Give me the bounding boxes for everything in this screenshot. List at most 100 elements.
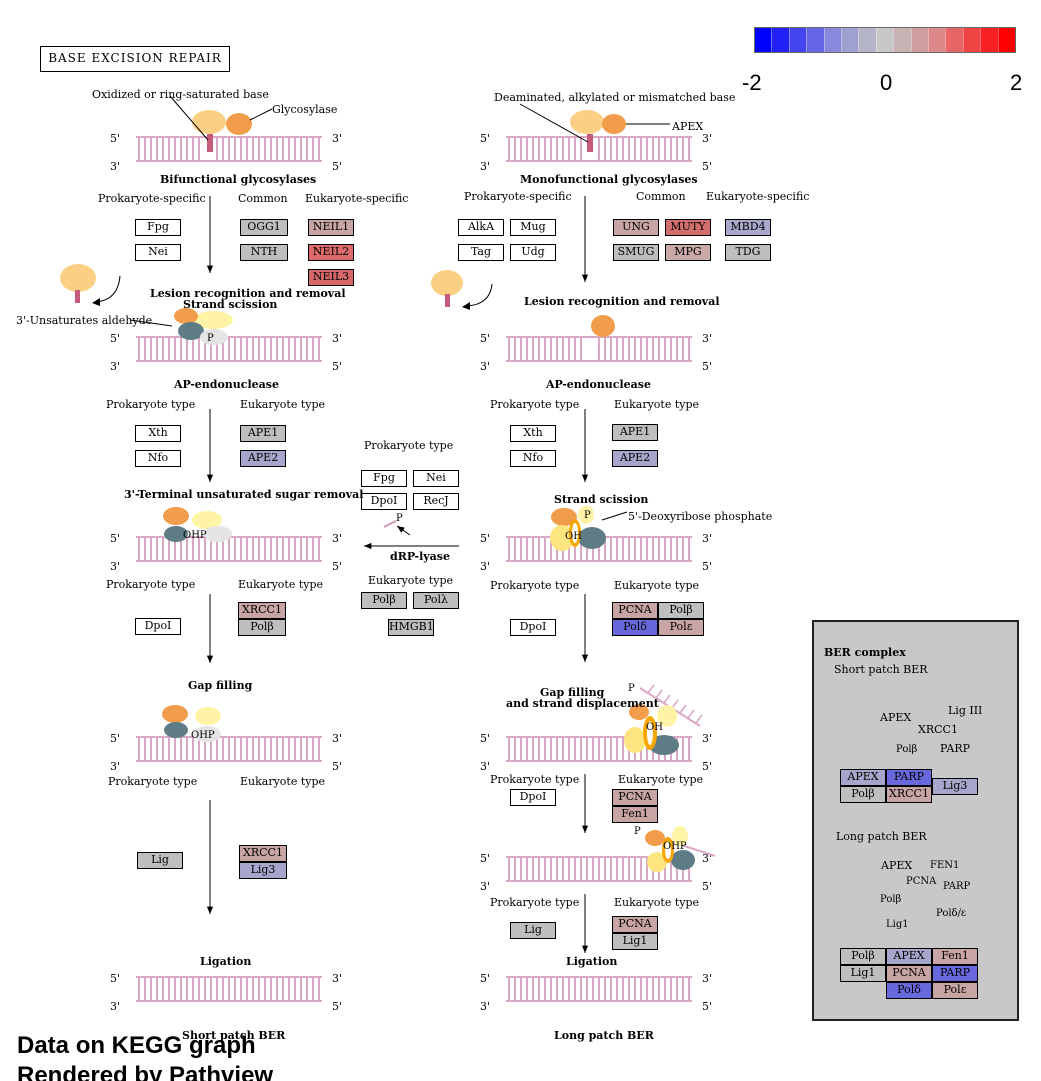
released-base-stem xyxy=(445,294,450,307)
gene-box-lig1-right[interactable]: Lig1 xyxy=(612,933,658,950)
dna-end-label: 5' xyxy=(110,732,120,745)
gene-box-lig-left[interactable]: Lig xyxy=(137,852,183,869)
gene-box-fpg-mid[interactable]: Fpg xyxy=(361,470,407,487)
ber-gene-cell[interactable]: PCNA xyxy=(886,965,932,982)
gene-box-lig3-left[interactable]: Lig3 xyxy=(239,862,287,879)
gene-box-mbd4[interactable]: MBD4 xyxy=(725,219,771,236)
flow-arrow-head xyxy=(206,655,214,663)
gene-box-fpg[interactable]: Fpg xyxy=(135,219,181,236)
gene-box-mpg[interactable]: MPG xyxy=(665,244,711,261)
ber-gene-cell[interactable]: APEX xyxy=(886,948,932,965)
ber-gene-cell[interactable]: Polε xyxy=(932,982,978,999)
ber-gene-cell[interactable]: Polδ xyxy=(886,982,932,999)
gene-box-neil2[interactable]: NEIL2 xyxy=(308,244,354,261)
gene-box-nei-mid[interactable]: Nei xyxy=(413,470,459,487)
dna-end-label: 5' xyxy=(702,560,712,573)
legend-swatch xyxy=(755,28,772,52)
gene-box-dpoi-mid[interactable]: DpoI xyxy=(361,493,407,510)
dna-end-label: 5' xyxy=(332,360,342,373)
gene-box-pcna-right[interactable]: PCNA xyxy=(612,602,658,619)
gene-box-xth-right[interactable]: Xth xyxy=(510,425,556,442)
ber-gene-cell[interactable]: Lig1 xyxy=(840,965,886,982)
enzyme-glyph xyxy=(671,850,695,870)
gene-box-alka[interactable]: AlkA xyxy=(458,219,504,236)
gene-box-polb-mid[interactable]: Polβ xyxy=(361,592,407,609)
gene-box-dpoi-right-2[interactable]: DpoI xyxy=(510,789,556,806)
gene-box-polb-right[interactable]: Polβ xyxy=(658,602,704,619)
gene-box-pole-right[interactable]: Polε xyxy=(658,619,704,636)
heading-gap-filling: Gap filling xyxy=(188,679,253,692)
heading-ligation-right: Ligation xyxy=(566,955,618,968)
gene-box-hmgb1-mid[interactable]: HMGB1 xyxy=(388,619,434,636)
gene-box-tdg[interactable]: TDG xyxy=(725,244,771,261)
heading-strand-scission-left: Strand scission xyxy=(183,298,278,311)
gene-box-xrcc1-left-2[interactable]: XRCC1 xyxy=(239,845,287,862)
ber-gene-cell[interactable]: XRCC1 xyxy=(886,786,932,803)
gene-box-ape2-right[interactable]: APE2 xyxy=(612,450,658,467)
gene-box-poll-mid[interactable]: Polλ xyxy=(413,592,459,609)
dna-end-label: 5' xyxy=(332,1000,342,1013)
dna-end-label: 5' xyxy=(110,972,120,985)
gene-box-polb-left[interactable]: Polβ xyxy=(238,619,286,636)
lesion-marker xyxy=(587,134,593,152)
gene-box-dpoi-left[interactable]: DpoI xyxy=(135,618,181,635)
gene-box-ape1-left[interactable]: APE1 xyxy=(240,425,286,442)
pcna-ring-hole xyxy=(665,841,671,859)
ber-gene-cell[interactable]: Fen1 xyxy=(932,948,978,965)
gene-box-lig-right[interactable]: Lig xyxy=(510,922,556,939)
enzyme-glyph xyxy=(174,308,198,324)
ber-short-patch-label: Short patch BER xyxy=(834,663,928,676)
gene-box-nfo-right[interactable]: Nfo xyxy=(510,450,556,467)
gene-box-recj-mid[interactable]: RecJ xyxy=(413,493,459,510)
displaced-strand-base xyxy=(655,689,663,699)
ber-gene-cell[interactable]: PARP xyxy=(932,965,978,982)
gene-box-tag[interactable]: Tag xyxy=(458,244,504,261)
ber-gene-cell[interactable]: APEX xyxy=(840,769,886,786)
label-prokaryote-type-4: Prokaryote type xyxy=(490,579,580,592)
enzyme-glyph xyxy=(164,722,188,738)
gene-box-ogg1[interactable]: OGG1 xyxy=(240,219,288,236)
gene-box-pcna-right-3[interactable]: PCNA xyxy=(612,916,658,933)
gene-box-nfo-left[interactable]: Nfo xyxy=(135,450,181,467)
heading-gap-filling-disp-2: and strand displacement xyxy=(506,697,659,710)
ber-gene-cell[interactable]: Polβ xyxy=(840,786,886,803)
ber-gene-cell[interactable]: Lig3 xyxy=(932,778,978,795)
heading-ligation-left: Ligation xyxy=(200,955,252,968)
gene-box-mug[interactable]: Mug xyxy=(510,219,556,236)
legend-swatch xyxy=(997,28,1016,52)
gene-box-neil1[interactable]: NEIL1 xyxy=(308,219,354,236)
gene-box-neil3[interactable]: NEIL3 xyxy=(308,269,354,286)
gene-box-smug[interactable]: SMUG xyxy=(613,244,659,261)
gene-box-pold-right[interactable]: Polδ xyxy=(612,619,658,636)
legend-swatch xyxy=(788,28,807,52)
legend-swatch xyxy=(858,28,876,52)
gene-box-xth-left[interactable]: Xth xyxy=(135,425,181,442)
gene-box-ung[interactable]: UNG xyxy=(613,219,659,236)
gene-box-ape2-left[interactable]: APE2 xyxy=(240,450,286,467)
gene-box-muty[interactable]: MUTY xyxy=(665,219,711,236)
gene-box-nei[interactable]: Nei xyxy=(135,244,181,261)
enzyme-glyph xyxy=(204,526,232,542)
legend-tick-max: 2 xyxy=(1010,70,1023,95)
gene-box-fen1-right[interactable]: Fen1 xyxy=(612,806,658,823)
enzyme-glyph xyxy=(578,506,594,524)
enzyme-glyph xyxy=(647,852,667,872)
ber-gene-cell[interactable]: PARP xyxy=(886,769,932,786)
gene-box-dpoi-right[interactable]: DpoI xyxy=(510,619,556,636)
gene-box-nth[interactable]: NTH xyxy=(240,244,288,261)
dna-end-label: 3' xyxy=(110,1000,120,1013)
ber-gene-cell[interactable]: Polβ xyxy=(840,948,886,965)
flow-arrow-head xyxy=(206,906,214,914)
label-short-patch-ber: Short patch BER xyxy=(182,1029,286,1042)
enzyme-glyph xyxy=(672,826,688,846)
dna-end-label: 5' xyxy=(480,532,490,545)
gene-box-ape1-right[interactable]: APE1 xyxy=(612,424,658,441)
legend-tick-min: -2 xyxy=(742,70,762,95)
gene-box-xrcc1-left[interactable]: XRCC1 xyxy=(238,602,286,619)
label-prokaryote-type-2: Prokaryote type xyxy=(490,398,580,411)
enzyme-glyph xyxy=(193,311,233,329)
gene-box-pcna-right-2[interactable]: PCNA xyxy=(612,789,658,806)
enzyme-glyph xyxy=(178,322,204,340)
gene-box-udg[interactable]: Udg xyxy=(510,244,556,261)
dna-end-label: 5' xyxy=(702,880,712,893)
